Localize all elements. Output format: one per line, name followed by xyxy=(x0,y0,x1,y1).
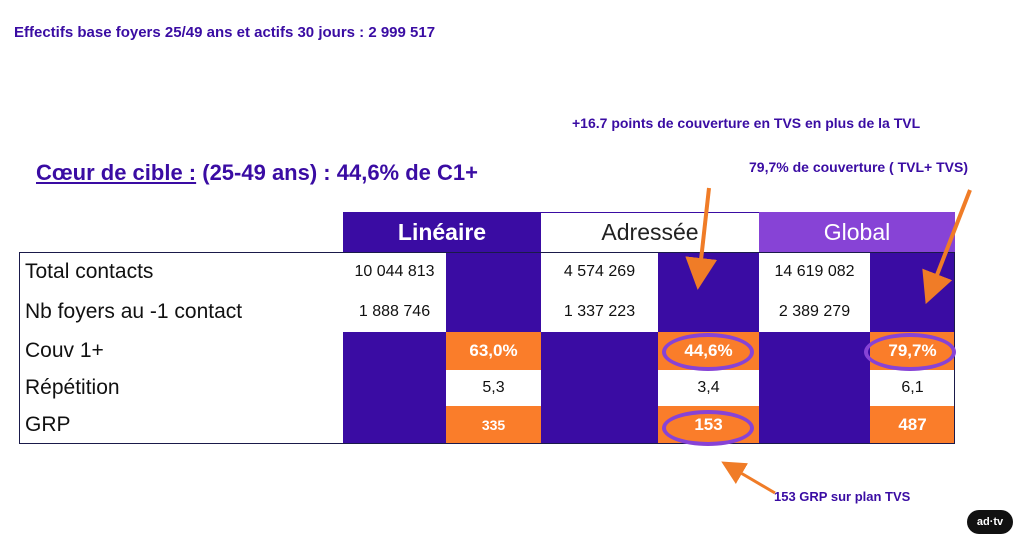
lineaire-grp: 335 xyxy=(446,406,541,444)
col-header-global: Global xyxy=(759,212,955,252)
section-heading: Cœur de cible : (25-49 ans) : 44,6% de C… xyxy=(36,160,478,186)
adressee-total-contacts: 4 574 269 xyxy=(541,252,658,292)
brand-logo: ad·tv xyxy=(967,510,1013,534)
global-total-contacts: 14 619 082 xyxy=(759,252,870,292)
note-tvs-points: +16.7 points de couverture en TVS en plu… xyxy=(572,115,921,131)
row-label-repetition: Répétition xyxy=(19,370,343,406)
global-grp: 487 xyxy=(870,406,955,444)
arrow-to-adressee xyxy=(685,187,718,290)
row-label-couv: Couv 1+ xyxy=(19,332,343,370)
highlight-ellipse-adressee-grp xyxy=(662,410,754,446)
lineaire-repetition: 5,3 xyxy=(446,370,541,406)
adressee-repetition: 3,4 xyxy=(658,370,759,406)
col-header-adressee: Adressée xyxy=(541,212,759,252)
adressee-bottom-fill xyxy=(541,332,658,444)
col-header-lineaire: Linéaire xyxy=(343,212,541,252)
lineaire-nb-foyers: 1 888 746 xyxy=(343,292,446,332)
global-repetition: 6,1 xyxy=(870,370,955,406)
lineaire-total-contacts: 10 044 813 xyxy=(343,252,446,292)
heading-suffix: (25-49 ans) : 44,6% de C1+ xyxy=(196,160,478,185)
heading-prefix: Cœur de cible : xyxy=(36,160,197,185)
lineaire-top-fill xyxy=(446,252,541,332)
arrow-to-grp xyxy=(721,461,776,495)
row-label-nb-foyers: Nb foyers au -1 contact xyxy=(19,292,343,332)
global-nb-foyers: 2 389 279 xyxy=(759,292,870,332)
row-label-total-contacts: Total contacts xyxy=(19,252,343,292)
lineaire-couv: 63,0% xyxy=(446,332,541,370)
highlight-ellipse-global-couv xyxy=(864,333,956,371)
arrow-to-global xyxy=(922,189,972,305)
lineaire-bottom-fill xyxy=(343,332,446,444)
note-grp-plan: 153 GRP sur plan TVS xyxy=(774,489,911,504)
row-label-grp: GRP xyxy=(19,406,343,444)
adressee-nb-foyers: 1 337 223 xyxy=(541,292,658,332)
note-global-coverage: 79,7% de couverture ( TVL+ TVS) xyxy=(749,159,969,175)
page-header: Effectifs base foyers 25/49 ans et actif… xyxy=(14,24,436,41)
global-bottom-fill xyxy=(759,332,870,444)
highlight-ellipse-adressee-couv xyxy=(662,333,754,371)
